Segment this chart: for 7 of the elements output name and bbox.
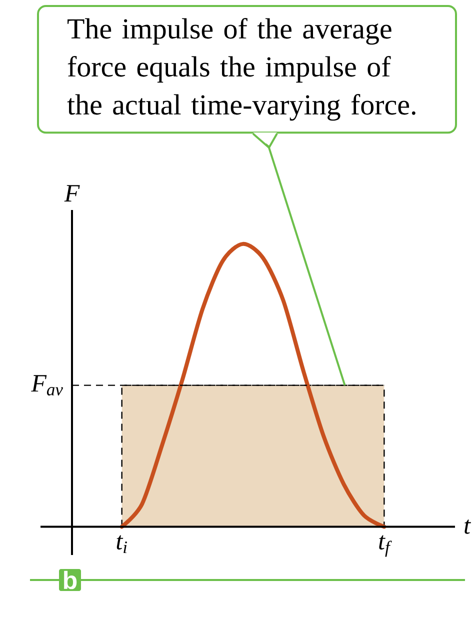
x-axis-title: t: [464, 520, 471, 534]
x-tick-label: t$_{i}$: [116, 535, 127, 554]
x-tick-label: t$_{f}$: [379, 535, 392, 557]
y-axis-title: F: [64, 185, 80, 202]
text: The impulse of the average force equals the impulse of the actual time-varying force.: [67, 18, 416, 121]
ref-line-label: F$_{av}$: [31, 375, 63, 396]
text: b: [64, 570, 77, 590]
